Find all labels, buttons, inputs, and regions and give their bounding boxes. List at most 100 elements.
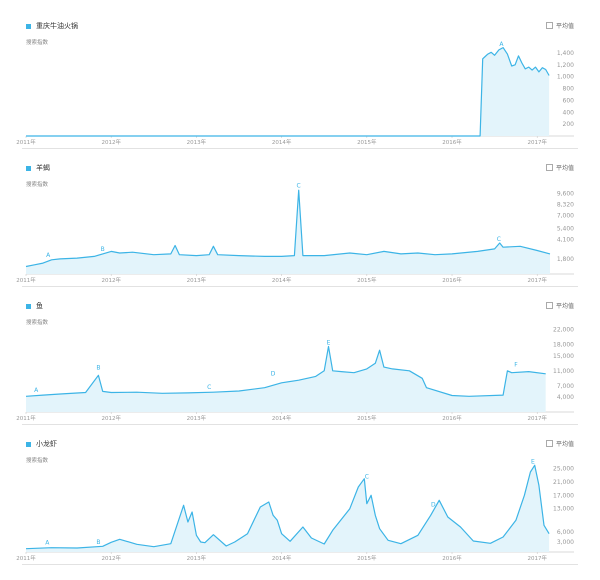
series-line: [25, 189, 551, 268]
series-name: 重庆牛油火锅: [36, 22, 78, 30]
x-tick-label: 2017年: [527, 554, 547, 562]
annotation-marker: C: [365, 473, 369, 480]
x-tick-label: 2013年: [187, 554, 207, 562]
average-toggle[interactable]: 平均值: [545, 439, 574, 448]
y-tick-label: 5,400: [557, 226, 574, 233]
series-line: [25, 464, 550, 550]
average-label: 平均值: [555, 165, 574, 172]
x-tick-label: 2015年: [357, 138, 377, 146]
y-tick-label: 400: [563, 109, 575, 116]
chart-plot: 4,000 7,000 11,000 15,000 18,000 22,000 2011年 2…: [16, 327, 574, 422]
annotation-marker: A: [34, 387, 39, 394]
annotation-marker: D: [271, 371, 276, 378]
average-toggle[interactable]: 平均值: [545, 21, 574, 30]
y-axis-label: 搜索指数: [26, 458, 49, 464]
y-tick-label: 4,100: [557, 237, 574, 244]
x-tick-label: 2017年: [527, 138, 547, 146]
series-name: 鱼: [36, 302, 43, 310]
y-tick-label: 4,000: [557, 394, 574, 401]
y-tick-label: 1,400: [557, 50, 574, 57]
y-tick-label: 13,000: [553, 506, 574, 513]
x-tick-label: 2013年: [187, 276, 207, 284]
x-tick-label: 2017年: [527, 414, 547, 422]
annotation-marker: B: [96, 539, 100, 546]
x-tick-label: 2016年: [442, 414, 462, 422]
average-label: 平均值: [555, 303, 574, 310]
legend: 小龙虾: [26, 438, 57, 450]
x-tick-label: 2016年: [442, 276, 462, 284]
annotation-marker: C: [207, 384, 211, 391]
y-axis-label: 搜索指数: [26, 320, 49, 326]
legend: 鱼: [26, 300, 43, 312]
y-tick-label: 1,200: [557, 62, 574, 69]
x-tick-label: 2014年: [272, 276, 292, 284]
chart-plot: 200 400 600 800 1,000 1,200 1,400 2011年 2012年 201…: [16, 41, 575, 146]
annotation-marker: B: [101, 246, 105, 253]
series-area: [26, 465, 550, 552]
annotation-marker: A: [499, 41, 504, 48]
y-tick-label: 9,600: [557, 191, 574, 198]
y-tick-label: 1,800: [557, 256, 574, 263]
legend: 重庆牛油火锅: [26, 20, 78, 32]
series-line: [26, 47, 550, 137]
trend-panel-3: 鱼 平均值 搜索指数 4,000 7,000 11,000 15,000 18,000 2…: [16, 298, 578, 425]
annotation-marker: F: [514, 362, 518, 369]
square-swatch-icon: [26, 441, 31, 447]
y-tick-label: 200: [563, 121, 575, 128]
legend: 羊蝎: [26, 162, 50, 174]
checkbox-icon[interactable]: [545, 22, 553, 29]
y-tick-label: 800: [563, 86, 575, 93]
y-tick-label: 15,000: [553, 353, 574, 360]
annotation-marker: E: [327, 339, 331, 346]
trend-panel-2: 羊蝎 平均值 搜索指数 1,800 4,100 5,400 7,000 8,320 9,6…: [16, 160, 578, 287]
annotation-marker: C: [297, 182, 301, 189]
x-tick-label: 2015年: [357, 554, 377, 562]
average-toggle[interactable]: 平均值: [545, 163, 574, 172]
y-tick-label: 17,000: [553, 492, 574, 499]
annotation-marker: A: [45, 540, 50, 547]
checkbox-icon[interactable]: [545, 164, 553, 171]
square-swatch-icon: [26, 23, 31, 29]
trend-panel-4: 小龙虾 平均值 搜索指数 3,000 6,000 13,000 17,000 21,00…: [16, 436, 578, 565]
checkbox-icon[interactable]: [545, 440, 553, 447]
average-label: 平均值: [555, 441, 574, 448]
series-line: [25, 345, 546, 397]
y-tick-label: 6,000: [557, 529, 574, 536]
average-label: 平均值: [555, 23, 574, 30]
x-tick-label: 2012年: [101, 138, 121, 146]
y-axis-label: 搜索指数: [26, 40, 49, 46]
x-tick-label: 2016年: [442, 138, 462, 146]
x-tick-label: 2013年: [187, 138, 207, 146]
y-tick-label: 3,000: [557, 539, 574, 546]
y-tick-label: 600: [563, 97, 575, 104]
x-tick-label: 2014年: [272, 138, 292, 146]
trend-panel-1: 重庆牛油火锅 平均值 搜索指数 200 400 600 800 1,000 1,200 1,…: [16, 18, 578, 149]
chart-plot: 1,800 4,100 5,400 7,000 8,320 9,600 2011年 2012年…: [16, 182, 574, 284]
y-tick-label: 7,000: [557, 383, 574, 390]
series-name: 小龙虾: [36, 440, 57, 448]
x-tick-label: 2016年: [442, 554, 462, 562]
x-tick-label: 2012年: [101, 276, 121, 284]
x-tick-label: 2014年: [272, 414, 292, 422]
y-tick-label: 25,000: [553, 466, 574, 473]
annotation-marker: E: [531, 458, 535, 465]
x-tick-label: 2014年: [272, 554, 292, 562]
average-toggle[interactable]: 平均值: [545, 301, 574, 310]
y-axis-label: 搜索指数: [26, 182, 49, 188]
square-swatch-icon: [26, 303, 31, 309]
x-tick-label: 2015年: [357, 276, 377, 284]
x-tick-label: 2011年: [16, 276, 36, 284]
series-area: [26, 47, 550, 136]
x-tick-label: 2013年: [187, 414, 207, 422]
x-tick-label: 2012年: [101, 414, 121, 422]
annotation-marker: B: [96, 365, 100, 372]
checkbox-icon[interactable]: [545, 302, 553, 309]
x-tick-label: 2011年: [16, 554, 36, 562]
x-tick-label: 2011年: [16, 414, 36, 422]
chart-plot: 3,000 6,000 13,000 17,000 21,000 25,000 2011年 2…: [16, 458, 574, 562]
annotation-marker: D: [431, 502, 436, 509]
series-name: 羊蝎: [36, 164, 50, 172]
square-swatch-icon: [26, 165, 31, 171]
x-tick-label: 2011年: [16, 138, 36, 146]
